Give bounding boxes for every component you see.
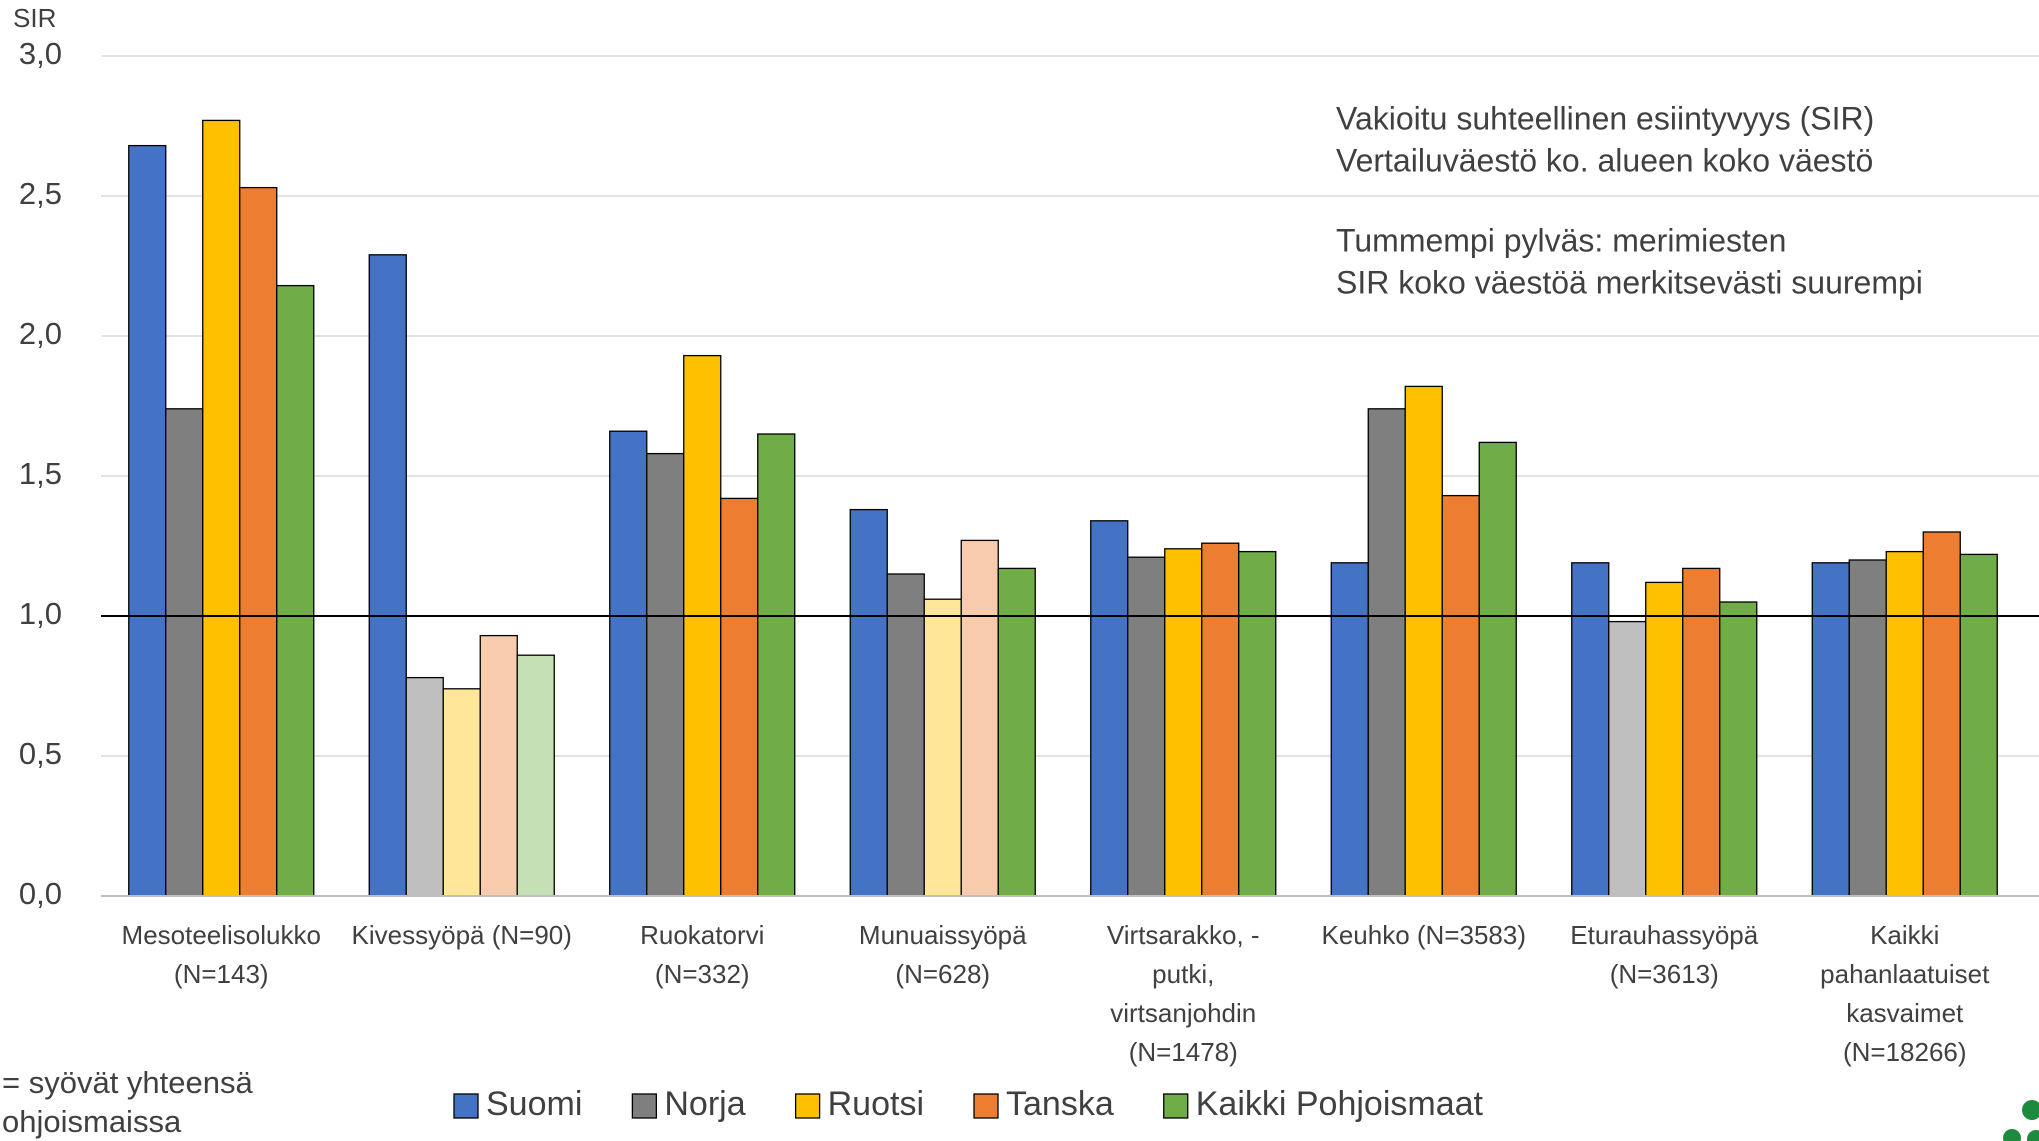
footnote: ohjoismaissa (2, 1104, 182, 1139)
annotation: Tummempi pylväs: merimiesten (1336, 222, 1786, 258)
x-tick-label: Ruokatorvi (640, 920, 764, 950)
legend-swatch (1163, 1093, 1189, 1119)
x-tick-label: Virtsarakko, - (1107, 920, 1260, 950)
x-tick-label: Eturauhassyöpä (1570, 920, 1758, 950)
bar (1330, 562, 1369, 897)
bar (683, 354, 722, 897)
bar (960, 539, 999, 897)
bar (1090, 520, 1129, 897)
bar (442, 688, 481, 897)
bar (1127, 556, 1166, 897)
bar (202, 119, 241, 897)
x-tick-label: pahanlaatuiset (1820, 959, 1990, 989)
bar (1719, 601, 1758, 897)
logo-dot (2022, 1100, 2039, 1120)
legend-swatch (973, 1093, 999, 1119)
bar (1959, 553, 1998, 897)
bar (646, 452, 685, 897)
bar (516, 654, 555, 897)
x-tick-label: Kivessyöpä (N=90) (352, 920, 572, 950)
bar (1848, 559, 1887, 897)
y-tick-label: 2,5 (19, 176, 62, 211)
x-tick-label: (N=3613) (1610, 959, 1719, 989)
bar (239, 186, 278, 897)
bar (1441, 494, 1480, 897)
bar (1238, 550, 1277, 897)
footnote: = syövät yhteensä (2, 1065, 253, 1100)
y-tick-label: 3,0 (19, 36, 62, 71)
bar (609, 430, 648, 897)
bar (886, 573, 925, 897)
x-tick-label: (N=628) (895, 959, 990, 989)
annotation: SIR koko väestöä merkitsevästi suurempi (1336, 264, 1923, 300)
y-tick-label: 1,5 (19, 456, 62, 491)
bar (1404, 385, 1443, 897)
bar (720, 497, 759, 897)
legend-swatch (453, 1093, 479, 1119)
bar (1645, 581, 1684, 897)
x-tick-label: (N=143) (174, 959, 269, 989)
y-tick-label: 0,5 (19, 736, 62, 771)
x-tick-label: (N=332) (655, 959, 750, 989)
bar (128, 144, 167, 897)
bar (368, 254, 407, 897)
bar (165, 408, 204, 897)
bar (1571, 562, 1610, 897)
legend-swatch (794, 1093, 821, 1119)
bar (849, 508, 888, 897)
bar (1682, 567, 1721, 897)
y-tick-label: 0,0 (19, 876, 62, 911)
bar (405, 676, 444, 897)
x-tick-label: (N=1478) (1129, 1037, 1238, 1067)
bar (1811, 562, 1850, 897)
legend-label: Kaikki Pohjoismaat (1196, 1085, 1484, 1123)
bar (1478, 441, 1517, 897)
bar (1367, 408, 1406, 897)
annotation: Vertailuväestö ko. alueen koko väestö (1336, 142, 1873, 178)
legend-label: Ruotsi (828, 1085, 924, 1123)
bar (479, 634, 518, 897)
bar (1922, 531, 1961, 897)
legend-swatch (631, 1093, 658, 1119)
x-tick-label: putki, (1152, 959, 1214, 989)
bar (1201, 542, 1240, 897)
x-tick-label: (N=18266) (1843, 1037, 1967, 1067)
logo-dot (2003, 1129, 2021, 1141)
bar (1608, 620, 1647, 897)
bar (276, 284, 315, 897)
x-tick-label: Munuaissyöpä (859, 920, 1027, 950)
legend-label: Norja (664, 1085, 745, 1123)
y-axis-label: SIR (13, 3, 56, 33)
x-tick-label: Keuhko (N=3583) (1321, 920, 1526, 950)
y-tick-label: 2,0 (19, 316, 62, 351)
legend-label: Suomi (486, 1085, 582, 1123)
annotation: Vakioitu suhteellinen esiintyvyys (SIR) (1336, 100, 1874, 136)
bar (997, 567, 1036, 897)
x-tick-label: virtsanjohdin (1110, 998, 1256, 1028)
x-tick-label: kasvaimet (1846, 998, 1964, 1028)
bar (923, 598, 962, 897)
bar (1164, 548, 1203, 897)
bar (1885, 550, 1924, 897)
bar (757, 433, 796, 897)
x-tick-label: Kaikki (1870, 920, 1939, 950)
x-tick-label: Mesoteelisolukko (122, 920, 321, 950)
logo-dot (2027, 1130, 2039, 1141)
legend-label: Tanska (1006, 1085, 1114, 1123)
y-tick-label: 1,0 (19, 596, 62, 631)
